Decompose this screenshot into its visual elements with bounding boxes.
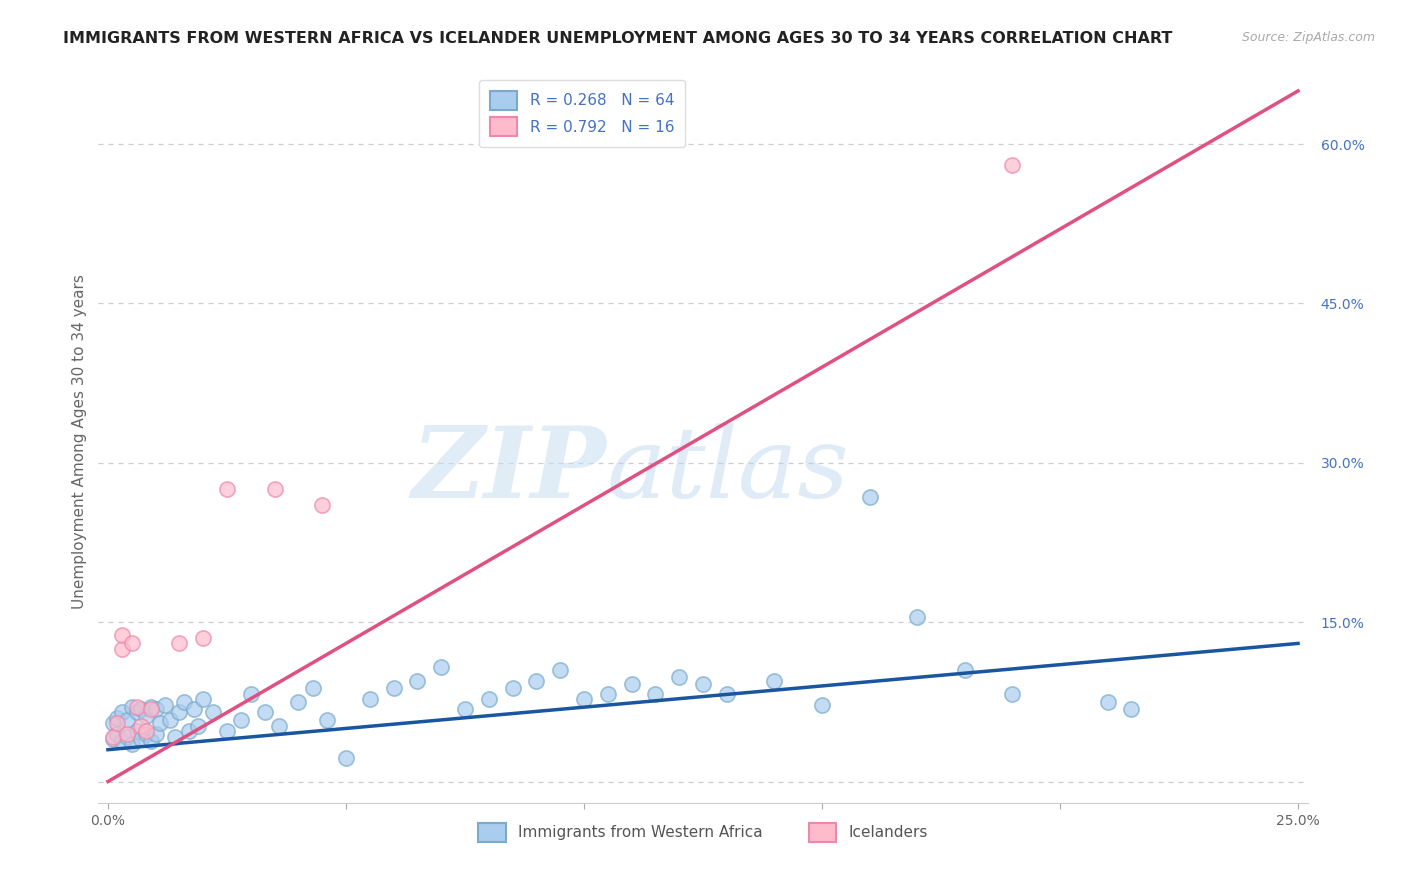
Point bbox=[620, 677, 643, 691]
Point bbox=[692, 677, 714, 691]
Point bbox=[177, 723, 200, 738]
Point bbox=[111, 706, 134, 720]
Point bbox=[263, 483, 285, 497]
Point bbox=[548, 663, 571, 677]
Point bbox=[201, 706, 224, 720]
Point bbox=[1097, 695, 1119, 709]
Point bbox=[129, 719, 152, 733]
Point bbox=[1001, 158, 1024, 172]
Point bbox=[502, 681, 524, 695]
Point bbox=[596, 687, 619, 701]
Point bbox=[101, 730, 124, 744]
Point bbox=[125, 706, 148, 720]
Point bbox=[668, 670, 690, 684]
Point bbox=[406, 673, 429, 688]
Point bbox=[101, 716, 124, 731]
Point bbox=[111, 628, 134, 642]
Point bbox=[129, 702, 152, 716]
Point bbox=[121, 700, 143, 714]
Point bbox=[111, 641, 134, 656]
Point bbox=[145, 702, 167, 716]
Point bbox=[191, 691, 214, 706]
Point bbox=[115, 713, 138, 727]
Point bbox=[1001, 687, 1024, 701]
Point bbox=[169, 706, 191, 720]
Point bbox=[301, 681, 323, 695]
Text: Source: ZipAtlas.com: Source: ZipAtlas.com bbox=[1241, 31, 1375, 45]
Point bbox=[107, 716, 129, 731]
Point bbox=[269, 719, 291, 733]
Legend: Immigrants from Western Africa, Icelanders: Immigrants from Western Africa, Icelande… bbox=[471, 815, 935, 849]
Point bbox=[311, 498, 333, 512]
Point bbox=[191, 631, 214, 645]
Text: IMMIGRANTS FROM WESTERN AFRICA VS ICELANDER UNEMPLOYMENT AMONG AGES 30 TO 34 YEA: IMMIGRANTS FROM WESTERN AFRICA VS ICELAN… bbox=[63, 31, 1173, 46]
Point bbox=[478, 691, 501, 706]
Point bbox=[287, 695, 309, 709]
Point bbox=[115, 727, 138, 741]
Point bbox=[1121, 702, 1143, 716]
Point bbox=[335, 751, 357, 765]
Point bbox=[107, 727, 129, 741]
Point bbox=[125, 723, 148, 738]
Point bbox=[359, 691, 381, 706]
Point bbox=[139, 702, 162, 716]
Point bbox=[215, 483, 238, 497]
Point bbox=[135, 708, 157, 723]
Text: atlas: atlas bbox=[606, 423, 849, 518]
Point bbox=[231, 713, 253, 727]
Point bbox=[135, 727, 157, 741]
Point bbox=[382, 681, 405, 695]
Point bbox=[254, 706, 277, 720]
Point bbox=[153, 698, 176, 712]
Point bbox=[239, 687, 262, 701]
Point bbox=[139, 700, 162, 714]
Point bbox=[859, 490, 882, 504]
Point bbox=[905, 610, 928, 624]
Point bbox=[107, 711, 129, 725]
Point bbox=[430, 660, 453, 674]
Point bbox=[135, 723, 157, 738]
Point bbox=[169, 636, 191, 650]
Y-axis label: Unemployment Among Ages 30 to 34 years: Unemployment Among Ages 30 to 34 years bbox=[72, 274, 87, 609]
Text: ZIP: ZIP bbox=[412, 422, 606, 518]
Point bbox=[316, 713, 339, 727]
Point bbox=[129, 732, 152, 747]
Point bbox=[145, 727, 167, 741]
Point bbox=[125, 700, 148, 714]
Point bbox=[524, 673, 547, 688]
Point bbox=[572, 691, 595, 706]
Point bbox=[187, 719, 209, 733]
Point bbox=[101, 732, 124, 747]
Point bbox=[953, 663, 976, 677]
Point bbox=[763, 673, 786, 688]
Point bbox=[121, 636, 143, 650]
Point bbox=[139, 734, 162, 748]
Point bbox=[644, 687, 666, 701]
Point bbox=[111, 734, 134, 748]
Point bbox=[149, 716, 172, 731]
Point bbox=[121, 737, 143, 751]
Point bbox=[215, 723, 238, 738]
Point bbox=[115, 730, 138, 744]
Point bbox=[163, 730, 186, 744]
Point bbox=[159, 713, 181, 727]
Point bbox=[716, 687, 738, 701]
Point bbox=[183, 702, 205, 716]
Point bbox=[811, 698, 834, 712]
Point bbox=[173, 695, 195, 709]
Point bbox=[454, 702, 477, 716]
